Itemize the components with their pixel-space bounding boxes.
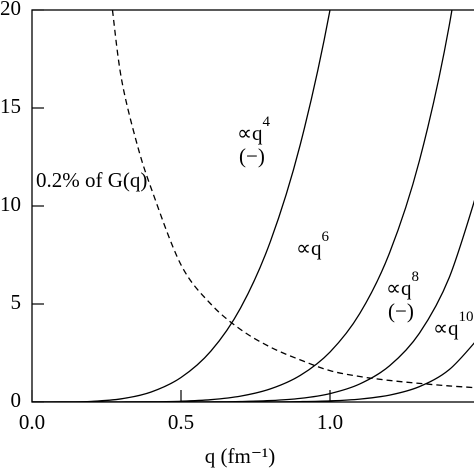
annotation: ∝q10: [433, 309, 474, 339]
x-axis-label: q (fm⁻¹): [205, 444, 275, 468]
annotation-sub: (−): [239, 144, 265, 168]
annotation-sup: 10: [459, 309, 474, 325]
x-tick-label: 0.5: [168, 410, 194, 434]
y-tick-label: 20: [0, 0, 21, 20]
annotation-sup: 8: [412, 269, 420, 285]
y-tick-label: 10: [0, 192, 21, 216]
y-tick-label: 0: [11, 388, 22, 412]
curve: [32, 10, 331, 402]
annotation-text: ∝q: [237, 121, 263, 145]
curve: [32, 10, 453, 402]
x-tick-label: 1.0: [317, 410, 343, 434]
plot-area: [32, 10, 474, 402]
annotation: ∝q8: [386, 269, 419, 299]
annotation-text: ∝q: [386, 276, 412, 300]
annotation-text: ∝q: [433, 316, 459, 340]
annotation: ∝q4: [237, 114, 271, 144]
y-tick-label: 15: [0, 94, 21, 118]
annotation-text: 0.2% of G(q): [36, 168, 147, 192]
annotation-text: ∝q: [296, 236, 322, 260]
annotation-sub: (−): [388, 299, 414, 323]
curve: [32, 199, 474, 402]
curve: [111, 10, 474, 389]
annotation-sup: 6: [322, 229, 330, 245]
curve: [32, 342, 474, 402]
annotation: ∝q6: [296, 229, 330, 259]
x-tick-label: 0.0: [19, 410, 45, 434]
y-tick-label: 5: [11, 290, 22, 314]
annotation: 0.2% of G(q): [36, 168, 147, 192]
annotation-sup: 4: [263, 114, 271, 130]
plot-frame: [31, 9, 474, 403]
